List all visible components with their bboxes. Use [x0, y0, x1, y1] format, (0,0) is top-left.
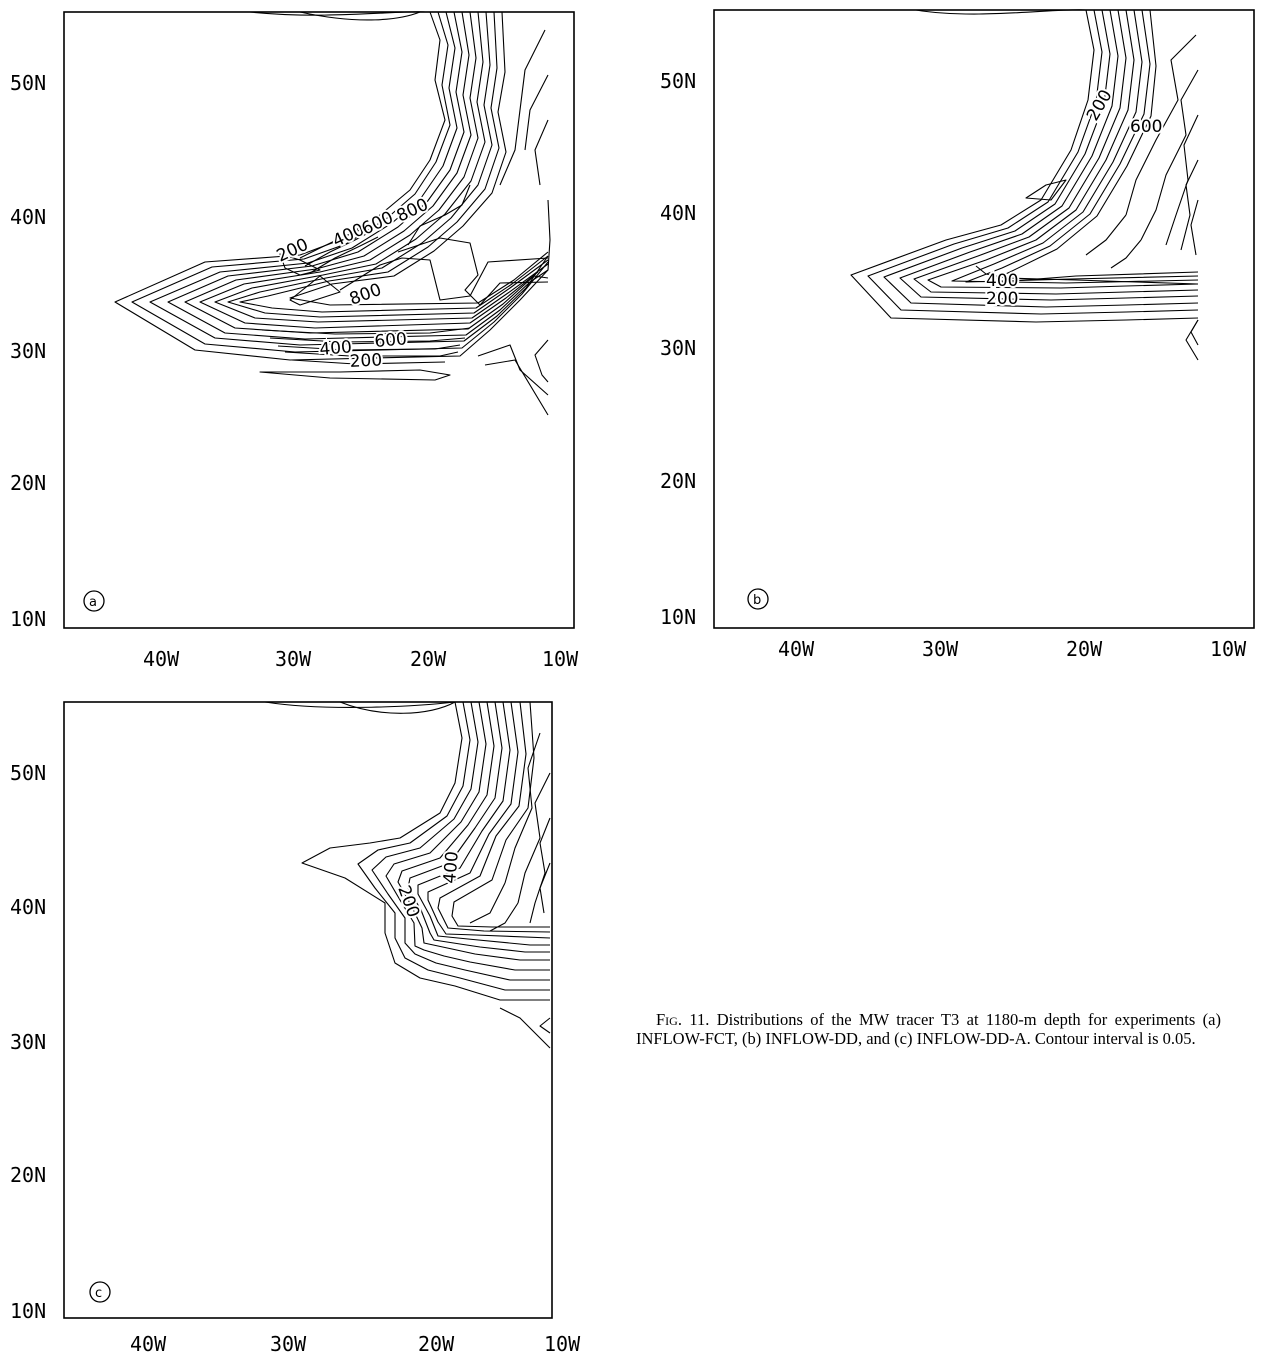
contour-label: 200: [274, 235, 312, 267]
y-tick-40n: 40N: [10, 205, 46, 229]
panel-label-c: c: [95, 1286, 102, 1301]
panel-b-x-ticks: 40W 30W 20W 10W: [778, 637, 1247, 661]
panel-a-x-ticks: 40W 30W 20W 10W: [143, 647, 579, 671]
contour-label: 200: [393, 883, 423, 920]
y-tick-40n: 40N: [10, 895, 46, 919]
x-tick-10w: 10W: [1210, 637, 1247, 661]
y-tick-30n: 30N: [10, 339, 46, 363]
panel-a-contour-labels: 200 400 600 800 800 600 400 200: [272, 193, 434, 374]
contour-label: 200: [349, 350, 382, 372]
y-tick-10n: 10N: [660, 605, 696, 629]
contour-label: 400: [986, 271, 1018, 291]
x-tick-30w: 30W: [275, 647, 312, 671]
y-tick-10n: 10N: [10, 1299, 46, 1323]
panel-b-frame: [713, 9, 1255, 629]
y-tick-20n: 20N: [10, 471, 46, 495]
contour-label: 400: [440, 850, 463, 884]
y-tick-50n: 50N: [10, 761, 46, 785]
figure-caption-prefix: Fig. 11.: [656, 1010, 710, 1029]
panel-label-b: b: [753, 593, 761, 608]
y-tick-50n: 50N: [660, 69, 696, 93]
x-tick-10w: 10W: [544, 1332, 581, 1356]
figure-caption: Fig. 11. Distributions of the MW tracer …: [636, 1010, 1221, 1048]
y-tick-40n: 40N: [660, 201, 696, 225]
x-tick-20w: 20W: [410, 647, 447, 671]
y-tick-10n: 10N: [10, 607, 46, 631]
contour-label: 400: [319, 337, 353, 360]
panel-a-label: a: [83, 590, 105, 612]
y-tick-20n: 20N: [660, 469, 696, 493]
contour-label: 200: [986, 289, 1018, 309]
y-tick-30n: 30N: [660, 336, 696, 360]
y-tick-50n: 50N: [10, 71, 46, 95]
panel-b-label: b: [747, 588, 769, 610]
contour-label: 600: [359, 208, 397, 240]
y-tick-20n: 20N: [10, 1163, 46, 1187]
contour-label: 600: [374, 329, 408, 352]
panel-c-label: c: [89, 1281, 111, 1303]
contour-label: 600: [1130, 117, 1162, 137]
panel-b: 50N 40N 30N 20N 10N 40W 30W 20W 10W 200: [660, 9, 1255, 661]
panel-b-y-ticks: 50N 40N 30N 20N 10N: [660, 69, 696, 629]
x-tick-30w: 30W: [922, 637, 959, 661]
x-tick-20w: 20W: [1066, 637, 1103, 661]
panel-a: 50N 40N 30N 20N 10N 40W 30W 20W 10W: [10, 11, 579, 671]
panel-c-frame: [63, 701, 553, 1319]
panel-c: 50N 40N 30N 20N 10N 40W 30W 20W 10W 400 …: [10, 701, 581, 1356]
x-tick-40w: 40W: [143, 647, 180, 671]
x-tick-20w: 20W: [418, 1332, 455, 1356]
panel-a-y-ticks: 50N 40N 30N 20N 10N: [10, 71, 46, 631]
x-tick-40w: 40W: [130, 1332, 167, 1356]
panel-a-frame: [63, 11, 575, 629]
panel-label-a: a: [89, 595, 97, 610]
panel-c-contours: [264, 701, 551, 1049]
panel-b-contours: [850, 9, 1199, 361]
contour-label: 800: [347, 280, 384, 310]
x-tick-30w: 30W: [270, 1332, 307, 1356]
y-tick-30n: 30N: [10, 1030, 46, 1054]
panel-c-y-ticks: 50N 40N 30N 20N 10N: [10, 761, 46, 1323]
panel-c-x-ticks: 40W 30W 20W 10W: [130, 1332, 581, 1356]
x-tick-10w: 10W: [542, 647, 579, 671]
x-tick-40w: 40W: [778, 637, 815, 661]
figure-caption-text: Distributions of the MW tracer T3 at 118…: [636, 1010, 1221, 1048]
panel-a-contours: [114, 11, 551, 416]
